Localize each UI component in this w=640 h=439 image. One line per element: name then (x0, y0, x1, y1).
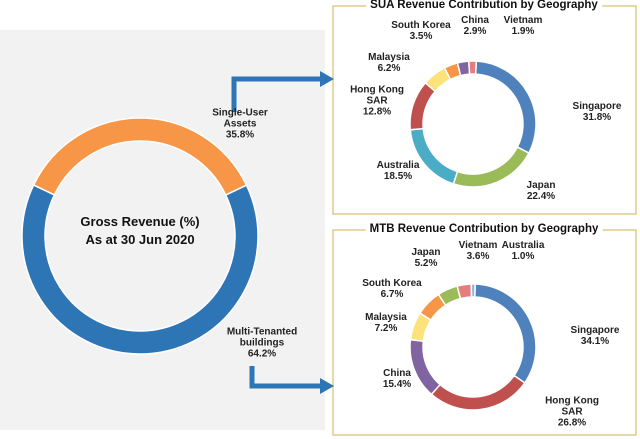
value-label: 3.5% (409, 31, 433, 42)
value-label: 31.8% (582, 112, 612, 123)
value-label: 15.4% (382, 379, 412, 390)
slice-label: Australia 18.5% (367, 160, 429, 182)
value-label: 22.4% (526, 191, 556, 202)
category-label: Hong Kong SAR (350, 84, 404, 107)
value-label: 12.8% (362, 106, 392, 118)
chart-title: Gross Revenue (%) (80, 214, 200, 229)
value-label: 5.2% (414, 258, 438, 269)
value-label: 1.9% (511, 26, 535, 37)
slice-label: Single-User Assets 35.8% (195, 108, 285, 141)
value-label: 35.8% (225, 129, 255, 141)
category-label: Vietnam (458, 240, 498, 251)
arrow (249, 366, 322, 389)
slice-label: Multi-Tenanted buildings 64.2% (217, 327, 307, 360)
slice-label: South Korea 6.7% (361, 278, 423, 300)
slice-label: Australia 1.0% (492, 240, 554, 262)
slice-label: Japan 22.4% (510, 180, 572, 202)
category-label: Japan (411, 247, 441, 258)
slice-label: Singapore 34.1% (564, 325, 626, 347)
slice-label: Vietnam 1.9% (492, 15, 554, 37)
donut-slice (467, 60, 478, 75)
slice-label: South Korea 3.5% (390, 20, 452, 42)
category-label: South Korea (391, 20, 451, 31)
category-label: Multi-Tenanted buildings (226, 326, 298, 349)
value-label: 18.5% (383, 171, 413, 182)
value-label: 7.2% (374, 323, 398, 334)
value-label: 6.7% (380, 289, 404, 300)
slice-label: China 2.9% (444, 15, 506, 37)
value-label: 34.1% (580, 336, 610, 347)
value-label: 1.0% (511, 251, 535, 262)
slice-label: China 15.4% (366, 368, 428, 390)
category-label: Single-User Assets (212, 107, 268, 130)
value-label: 3.6% (466, 251, 490, 262)
slice-label: Malaysia 7.2% (355, 312, 417, 334)
category-label: Malaysia (368, 52, 410, 63)
slice-label: Singapore 31.8% (566, 101, 628, 123)
slice-label: Hong Kong SAR 26.8% (541, 396, 603, 429)
slice-label: Hong Kong SAR 12.8% (346, 85, 408, 118)
background-panel (0, 30, 325, 430)
category-label: Vietnam (503, 15, 543, 26)
category-label: South Korea (362, 278, 422, 289)
category-label: China (383, 368, 411, 379)
category-label: Australia (376, 160, 420, 171)
value-label: 2.9% (463, 26, 487, 37)
slice-label: Vietnam 3.6% (447, 240, 509, 262)
slice-label: Japan 5.2% (395, 247, 457, 269)
donut-slice (456, 283, 473, 300)
arrow-head (320, 378, 334, 394)
value-label: 64.2% (247, 348, 277, 360)
donut-slice (470, 283, 476, 298)
category-label: Malaysia (365, 312, 407, 323)
chart-title: MTB Revenue Contribution by Geography (365, 223, 603, 235)
category-label: China (461, 15, 489, 26)
chart-subtitle: As at 30 Jun 2020 (85, 232, 195, 247)
chart-title: SUA Revenue Contribution by Geography (366, 0, 602, 11)
slice-label: Malaysia 6.2% (358, 52, 420, 74)
donut-slice (21, 184, 259, 355)
arrow-head (320, 71, 334, 87)
category-label: Hong Kong SAR (545, 395, 599, 418)
category-label: Singapore (570, 325, 620, 336)
category-label: Japan (526, 180, 556, 191)
value-label: 26.8% (557, 417, 587, 429)
category-label: Singapore (572, 101, 622, 112)
category-label: Australia (501, 240, 545, 251)
value-label: 6.2% (377, 63, 401, 74)
arrow (231, 76, 322, 112)
